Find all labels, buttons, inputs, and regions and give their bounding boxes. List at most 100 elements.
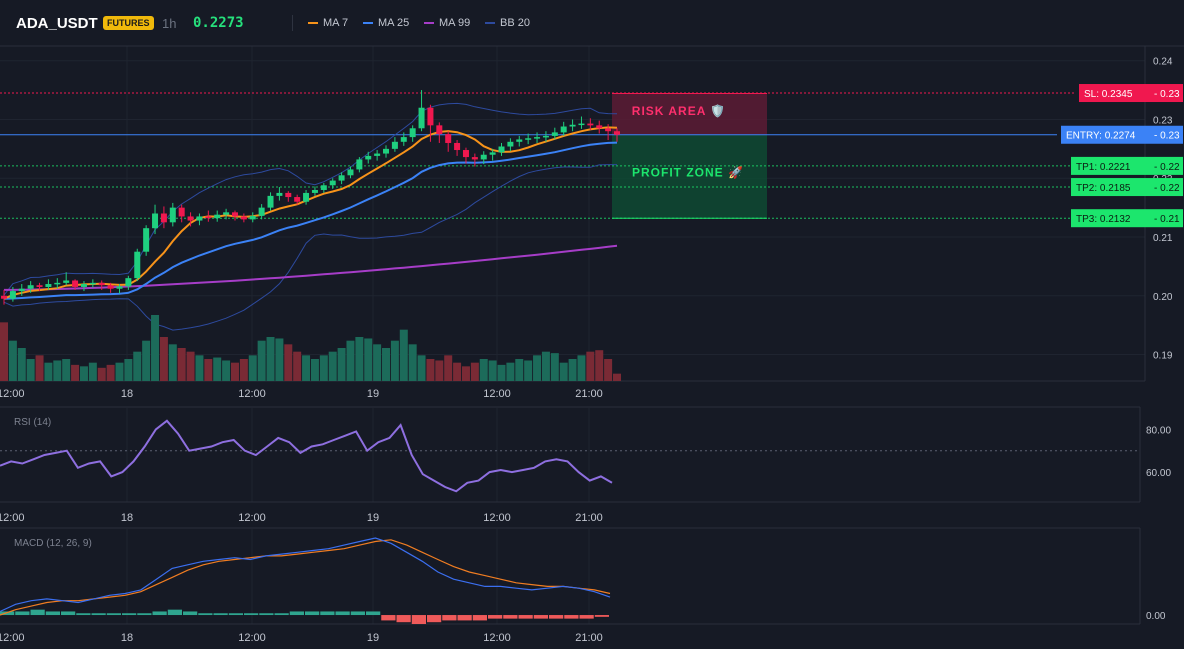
volume-bar	[195, 355, 204, 381]
rsi-pane: RSI (14) 80.00 60.00	[0, 417, 1171, 493]
candle-body	[454, 142, 461, 151]
volume-bar	[426, 359, 435, 381]
volume-bar	[435, 360, 444, 381]
legend-label: MA 7	[323, 17, 349, 29]
volume-bar	[577, 355, 586, 381]
x-axis-label: 12:00	[483, 512, 511, 524]
x-axis-label: 21:00	[575, 388, 603, 400]
risk-zone	[612, 93, 767, 135]
candle-body	[178, 207, 185, 217]
volume-bar	[79, 366, 88, 381]
volume-bar	[559, 362, 568, 381]
candle-body	[605, 128, 612, 132]
candle-body	[365, 155, 372, 160]
tp3-tag-label: TP3: 0.2132	[1076, 214, 1131, 225]
candle-body	[347, 169, 354, 176]
x-axis-label: 12:00	[0, 388, 25, 400]
candle-body	[240, 216, 247, 220]
legend-ma99[interactable]: MA 99	[424, 17, 470, 29]
macd-histogram-bar	[320, 611, 335, 616]
tp3-tag-bg	[1071, 209, 1145, 228]
volume-bar	[515, 359, 524, 381]
x-axis-label: 12:00	[483, 632, 511, 644]
candle-body	[311, 189, 318, 193]
volume-bar	[35, 355, 44, 381]
volume-bar	[470, 362, 479, 381]
candle-body	[480, 154, 487, 160]
volume-bar	[239, 359, 248, 381]
candle-body	[143, 228, 150, 252]
candle-body	[72, 280, 79, 287]
legend-ma25[interactable]: MA 25	[363, 17, 409, 29]
x-axis-label: 19	[367, 632, 379, 644]
tp2-tag-bg	[1071, 178, 1145, 197]
x-axis-label: 12:00	[238, 512, 266, 524]
volume-bar	[408, 344, 417, 381]
volume-bar	[595, 350, 604, 381]
candles	[1, 90, 620, 305]
ma99-line	[4, 244, 618, 291]
volume-bar	[613, 373, 621, 381]
volume-bar	[88, 362, 97, 381]
symbol-label[interactable]: ADA_USDT	[16, 15, 98, 32]
candle-body	[569, 124, 576, 127]
volume-bar	[364, 338, 373, 381]
candle-body	[187, 216, 194, 221]
candle-body	[578, 123, 585, 126]
macd-histogram-bar	[183, 611, 198, 616]
tp2-axis-bg	[1145, 178, 1183, 197]
candle-body	[436, 125, 443, 135]
risk-area-label: RISK AREA 🛡️	[632, 104, 726, 118]
last-price: 0.2273	[193, 15, 244, 31]
sl-axis-value: - 0.23	[1154, 89, 1180, 100]
bollinger-bands	[3, 102, 618, 331]
volume-bar	[248, 355, 257, 381]
candle-body	[231, 212, 238, 217]
candle-body	[249, 215, 256, 220]
macd-histogram-bar	[122, 613, 137, 616]
candle-body	[374, 153, 381, 156]
candle-body	[525, 138, 532, 140]
timeframe-label[interactable]: 1h	[162, 16, 177, 31]
candle-body	[507, 141, 514, 147]
legend-swatch	[424, 22, 434, 25]
legend-bb20[interactable]: BB 20	[485, 17, 530, 29]
candle-body	[489, 152, 496, 155]
level-tags: SL: 0.2345 - 0.23 ENTRY: 0.2274 - 0.23 TP1: …	[1061, 84, 1183, 228]
volume-bar	[62, 359, 71, 381]
tp2-tag-label: TP2: 0.2185	[1076, 183, 1131, 194]
tp1-tag-bg	[1071, 156, 1145, 175]
candle-body	[427, 107, 434, 126]
volume-bar	[461, 366, 470, 381]
candle-body	[152, 213, 159, 229]
volume-bar	[168, 344, 177, 381]
candle-body	[338, 175, 345, 181]
x-axis-label: 12:00	[238, 632, 266, 644]
candle-body	[294, 197, 301, 202]
macd-histogram-bar	[457, 615, 472, 621]
volume-bar	[213, 357, 222, 381]
volume-bar	[310, 359, 319, 381]
y-axis-label: 0.23	[1153, 115, 1173, 126]
rsi-line	[0, 419, 613, 493]
candle-body	[80, 284, 87, 287]
candle-body	[214, 214, 221, 219]
sl-tag-bg	[1079, 84, 1145, 103]
volume-bar	[497, 364, 506, 381]
macd-histogram-bar	[411, 615, 426, 624]
macd-histogram-bar	[366, 611, 381, 616]
x-axis-label: 12:00	[0, 512, 25, 524]
y-axis-label: 0.21	[1153, 233, 1173, 244]
x-axis-label: 12:00	[483, 388, 511, 400]
macd-histogram-bar	[45, 611, 60, 616]
volume-bar	[399, 329, 408, 381]
volume-bar	[53, 360, 62, 381]
volume-bar	[133, 351, 142, 381]
candle-body	[542, 135, 549, 138]
legend-ma7[interactable]: MA 7	[308, 17, 348, 29]
volume-bar	[266, 337, 275, 381]
volume-bar	[453, 362, 462, 381]
macd-histogram-bar	[533, 615, 548, 619]
volume-bar	[568, 359, 577, 381]
